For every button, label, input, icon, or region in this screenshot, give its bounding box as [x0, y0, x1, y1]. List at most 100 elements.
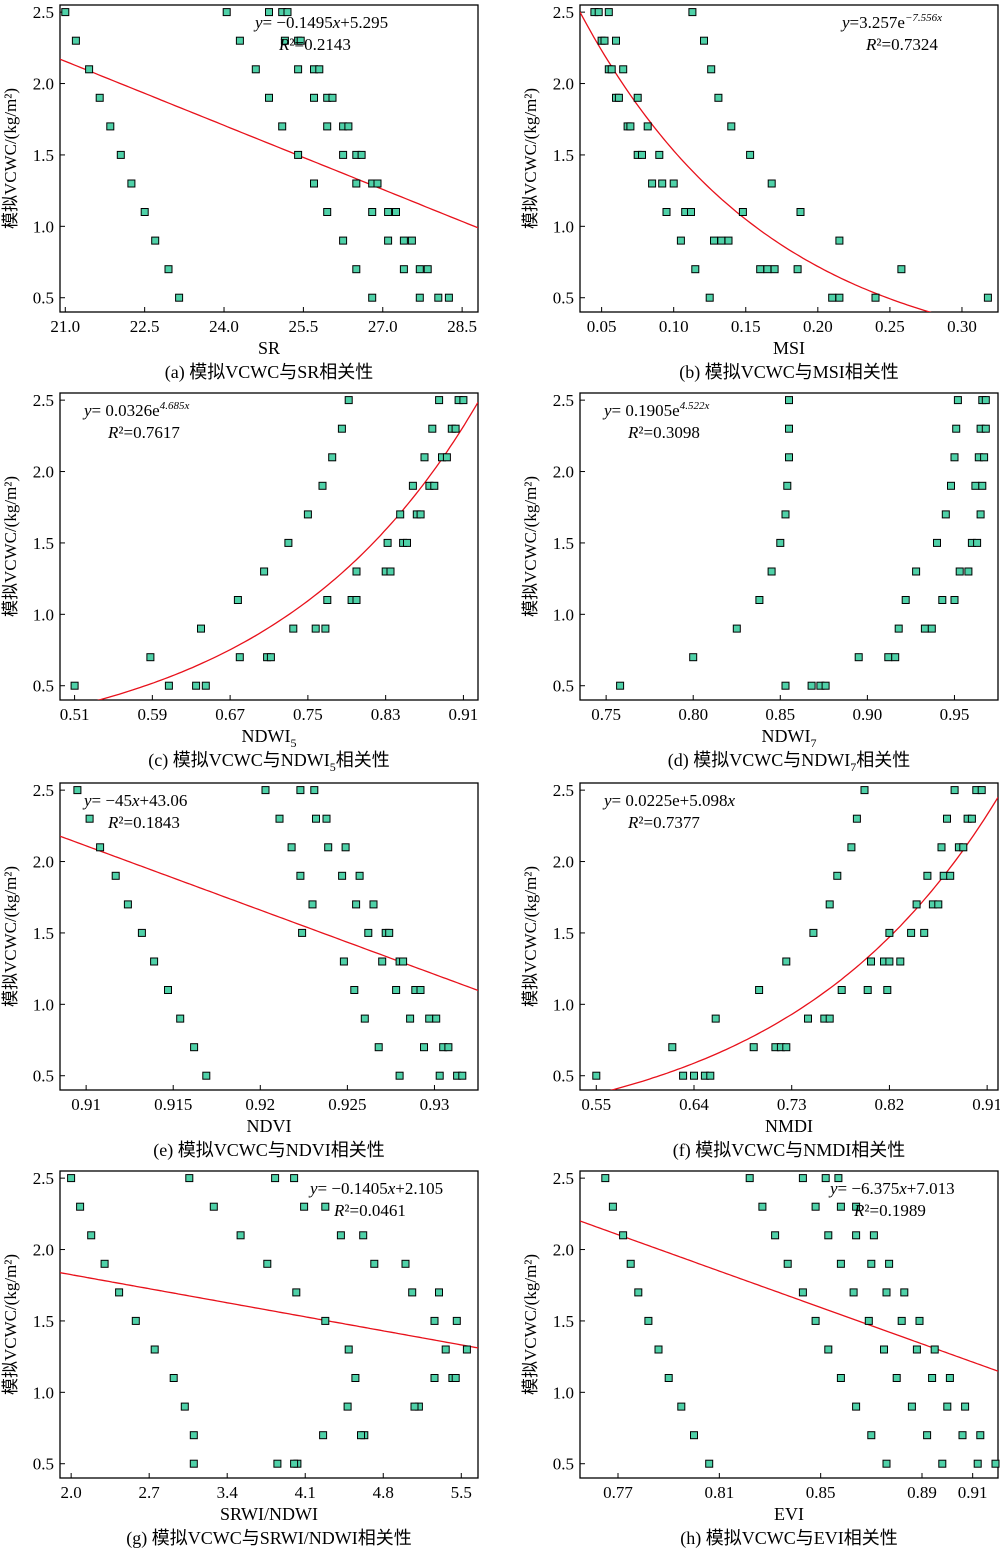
- x-tick-label: 0.89: [907, 1483, 937, 1502]
- data-point: [941, 510, 950, 519]
- data-point: [690, 1431, 698, 1440]
- data-point: [344, 396, 353, 405]
- data-point: [321, 1202, 330, 1211]
- y-axis-label: 模拟VCWC/(kg/m²): [1, 866, 20, 1007]
- y-tick-label: 1.5: [33, 534, 54, 553]
- y-tick-label: 2.5: [553, 1169, 574, 1188]
- data-point: [793, 265, 802, 274]
- data-point: [679, 1071, 688, 1080]
- data-point: [964, 567, 973, 576]
- data-point: [321, 624, 330, 633]
- data-point: [981, 396, 990, 405]
- data-point: [296, 786, 305, 795]
- data-point: [614, 93, 623, 102]
- y-tick-label: 0.5: [553, 677, 574, 696]
- fit-curve-group: [580, 0, 998, 2]
- data-point: [634, 1288, 643, 1297]
- data-point: [430, 1316, 439, 1325]
- data-point: [106, 122, 115, 131]
- data-point: [289, 624, 298, 633]
- data-point: [370, 1259, 379, 1268]
- x-tick-label: 0.64: [679, 1095, 709, 1114]
- x-tick-label: 0.75: [591, 705, 621, 724]
- y-axis-label: 模拟VCWC/(kg/m²): [521, 476, 540, 617]
- data-point: [290, 1174, 299, 1183]
- y-tick-label: 2.0: [33, 75, 54, 94]
- data-point: [835, 236, 844, 245]
- data-point: [833, 871, 842, 880]
- data-point: [892, 1374, 901, 1382]
- x-tick-label: 0.915: [154, 1095, 192, 1114]
- y-tick-label: 0.5: [33, 1067, 54, 1086]
- chart-panel-c: 0.51 0.59 0.67 0.75 0.83 0.91 0.5 1.0 1.5 2.0 2.5 N…: [1, 391, 479, 774]
- data-point: [648, 179, 657, 188]
- data-point: [967, 814, 976, 823]
- chart-panel-b: 0.05 0.10 0.15 0.20 0.25 0.30 0.5 1.0 1.5 2.0 2.5 M…: [521, 3, 999, 383]
- data-point: [384, 208, 393, 216]
- data-point: [140, 208, 149, 216]
- r-squared: R²=0.7324: [865, 35, 938, 54]
- y-tick-label: 1.0: [553, 1383, 574, 1402]
- data-point: [796, 208, 805, 216]
- x-tick-label: 2.0: [61, 1483, 82, 1502]
- data-point: [385, 928, 394, 937]
- x-tick-label: 0.51: [60, 705, 90, 724]
- x-tick-label: 0.30: [947, 317, 977, 336]
- data-point: [959, 843, 968, 852]
- data-point: [310, 93, 318, 102]
- data-point: [261, 786, 270, 795]
- x-tick-label: 0.10: [659, 317, 689, 336]
- r-squared: R²=0.7617: [107, 423, 180, 442]
- data-point: [933, 538, 941, 547]
- data-point: [311, 624, 320, 633]
- data-point: [901, 596, 910, 604]
- x-tick-label: 0.77: [603, 1483, 633, 1502]
- data-point: [428, 424, 437, 433]
- data-point: [852, 1231, 861, 1240]
- panel-caption: (b) 模拟VCWC与MSI相关性: [679, 362, 899, 383]
- y-axis-label: 模拟VCWC/(kg/m²): [521, 1254, 540, 1395]
- x-tick-label: 0.92: [245, 1095, 275, 1114]
- x-tick-label: 28.5: [447, 317, 477, 336]
- x-axis-label: NDWI5: [242, 726, 297, 750]
- fit-equation: y= 0.0225e+5.098x: [602, 791, 736, 810]
- data-point: [310, 786, 319, 795]
- data-point: [676, 236, 685, 245]
- data-point: [95, 93, 104, 102]
- data-point: [643, 122, 652, 131]
- data-point: [867, 1259, 876, 1268]
- data-point: [189, 1459, 198, 1468]
- x-tick-label: 0.20: [803, 317, 833, 336]
- data-point: [176, 1014, 185, 1023]
- data-point: [164, 681, 173, 690]
- data-point: [100, 1259, 109, 1268]
- data-point: [392, 208, 400, 216]
- x-tick-label: 25.5: [289, 317, 319, 336]
- data-point: [894, 624, 903, 633]
- data-point: [415, 265, 424, 274]
- data-point: [70, 681, 79, 690]
- y-tick-label: 0.5: [553, 1067, 574, 1086]
- data-point: [607, 65, 616, 74]
- data-point: [849, 1288, 858, 1297]
- data-point: [664, 1374, 673, 1382]
- data-point: [828, 293, 837, 302]
- y-tick-label: 1.5: [33, 924, 54, 943]
- data-points: [616, 396, 990, 690]
- data-point: [824, 1345, 833, 1354]
- data-point: [798, 1174, 807, 1183]
- data-point: [260, 567, 269, 576]
- data-point: [67, 1174, 76, 1183]
- x-tick-label: 2.7: [139, 1483, 161, 1502]
- data-point: [420, 453, 429, 462]
- plot-frame: [579, 4, 999, 313]
- data-point: [287, 843, 296, 852]
- y-tick-label: 2.5: [553, 3, 574, 22]
- chart-panel-g: 2.0 2.7 3.4 4.1 4.8 5.5 0.5 1.0 1.5 2.0 2.5 SRWI/ND…: [1, 1169, 479, 1549]
- x-axis-label: NDVI: [247, 1116, 292, 1136]
- plot-frame: [579, 392, 999, 701]
- data-point: [785, 396, 793, 405]
- data-point: [116, 150, 125, 159]
- data-point: [435, 1288, 443, 1297]
